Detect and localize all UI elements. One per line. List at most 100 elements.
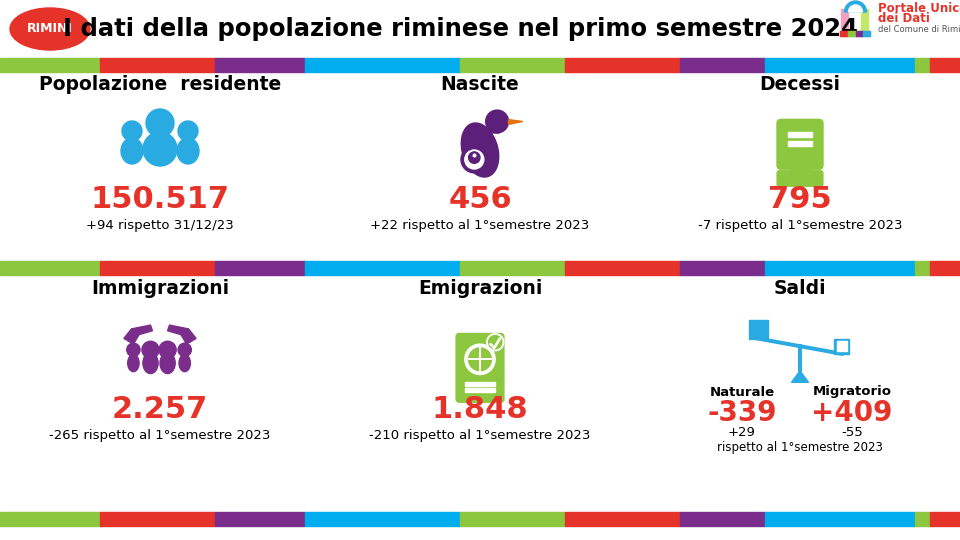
Circle shape (465, 150, 484, 169)
Bar (863, 31, 870, 36)
Bar (930, 512, 960, 526)
Text: Migratorio: Migratorio (812, 386, 892, 399)
Text: +29: +29 (728, 426, 756, 438)
Polygon shape (486, 127, 501, 133)
Bar (680, 512, 765, 526)
Circle shape (486, 110, 509, 133)
Bar (215, 512, 305, 526)
FancyBboxPatch shape (777, 171, 823, 186)
Text: Naturale: Naturale (709, 386, 775, 399)
Bar (841, 9, 848, 34)
Bar (0, 512, 100, 526)
Circle shape (465, 344, 495, 375)
Bar (215, 261, 305, 275)
Bar (100, 512, 215, 526)
Polygon shape (168, 325, 196, 344)
Bar (840, 31, 848, 36)
Text: Nascite: Nascite (441, 76, 519, 94)
Text: Popolazione  residente: Popolazione residente (38, 76, 281, 94)
Text: -7 rispetto al 1°semestre 2023: -7 rispetto al 1°semestre 2023 (698, 219, 902, 232)
Text: 150.517: 150.517 (90, 186, 229, 214)
Text: -210 rispetto al 1°semestre 2023: -210 rispetto al 1°semestre 2023 (370, 429, 590, 442)
Ellipse shape (128, 355, 139, 372)
Text: rispetto al 1°semestre 2023: rispetto al 1°semestre 2023 (717, 441, 883, 454)
Bar (765, 512, 915, 526)
Circle shape (178, 121, 198, 141)
Text: 795: 795 (768, 186, 832, 214)
Bar (565, 58, 680, 72)
Bar (460, 58, 565, 72)
Bar (856, 31, 863, 36)
Bar (930, 58, 960, 72)
Ellipse shape (143, 132, 177, 166)
Bar (915, 58, 930, 72)
Text: RIMINI: RIMINI (27, 23, 73, 36)
Text: Saldi: Saldi (774, 279, 827, 298)
Circle shape (146, 109, 174, 137)
Ellipse shape (160, 353, 175, 374)
Text: +409: +409 (811, 399, 893, 427)
Bar (565, 261, 680, 275)
Text: I dati della popolazione riminese nel primo semestre 2024: I dati della popolazione riminese nel pr… (62, 17, 857, 41)
Text: dei Dati: dei Dati (878, 12, 930, 25)
Circle shape (461, 146, 488, 173)
Bar (465, 388, 495, 392)
Circle shape (487, 334, 504, 351)
Circle shape (127, 343, 140, 356)
Ellipse shape (179, 355, 190, 372)
Bar (0, 261, 100, 275)
Text: Decessi: Decessi (759, 76, 841, 94)
Bar (915, 512, 930, 526)
Ellipse shape (143, 353, 158, 374)
Bar (565, 512, 680, 526)
Bar (787, 141, 812, 146)
Bar (840, 1, 870, 36)
Bar (465, 382, 495, 386)
Wedge shape (849, 5, 862, 12)
Bar (305, 261, 460, 275)
Bar (765, 261, 915, 275)
Polygon shape (509, 119, 523, 124)
FancyBboxPatch shape (456, 334, 504, 402)
Bar (861, 9, 868, 34)
Bar (787, 132, 812, 137)
Circle shape (122, 121, 142, 141)
Ellipse shape (177, 138, 199, 164)
Circle shape (489, 335, 502, 349)
Polygon shape (124, 325, 153, 344)
Wedge shape (845, 1, 867, 12)
Circle shape (468, 348, 492, 370)
Bar (915, 261, 930, 275)
Text: Emigrazioni: Emigrazioni (418, 279, 542, 298)
Polygon shape (791, 371, 808, 382)
Bar (460, 261, 565, 275)
Bar (790, 165, 809, 173)
Bar (215, 58, 305, 72)
Bar (749, 320, 768, 339)
Bar (0, 0, 960, 58)
Circle shape (468, 152, 480, 163)
Text: Portale Unico: Portale Unico (878, 2, 960, 15)
Bar (100, 261, 215, 275)
Circle shape (142, 341, 159, 359)
Bar (305, 58, 460, 72)
Text: 456: 456 (448, 186, 512, 214)
Bar (680, 261, 765, 275)
Bar (840, 31, 870, 36)
FancyBboxPatch shape (777, 119, 823, 169)
Text: 1.848: 1.848 (432, 395, 528, 424)
Text: +22 rispetto al 1°semestre 2023: +22 rispetto al 1°semestre 2023 (371, 219, 589, 232)
Bar (100, 58, 215, 72)
Bar (460, 512, 565, 526)
Ellipse shape (121, 138, 143, 164)
Bar (848, 31, 856, 36)
Text: -265 rispetto al 1°semestre 2023: -265 rispetto al 1°semestre 2023 (49, 429, 271, 442)
Text: -55: -55 (841, 426, 863, 438)
Text: -339: -339 (708, 399, 777, 427)
Bar (930, 261, 960, 275)
Bar (305, 512, 460, 526)
Circle shape (178, 343, 191, 356)
Text: del Comune di Rimini: del Comune di Rimini (878, 24, 960, 33)
Bar (0, 58, 100, 72)
Bar (680, 58, 765, 72)
